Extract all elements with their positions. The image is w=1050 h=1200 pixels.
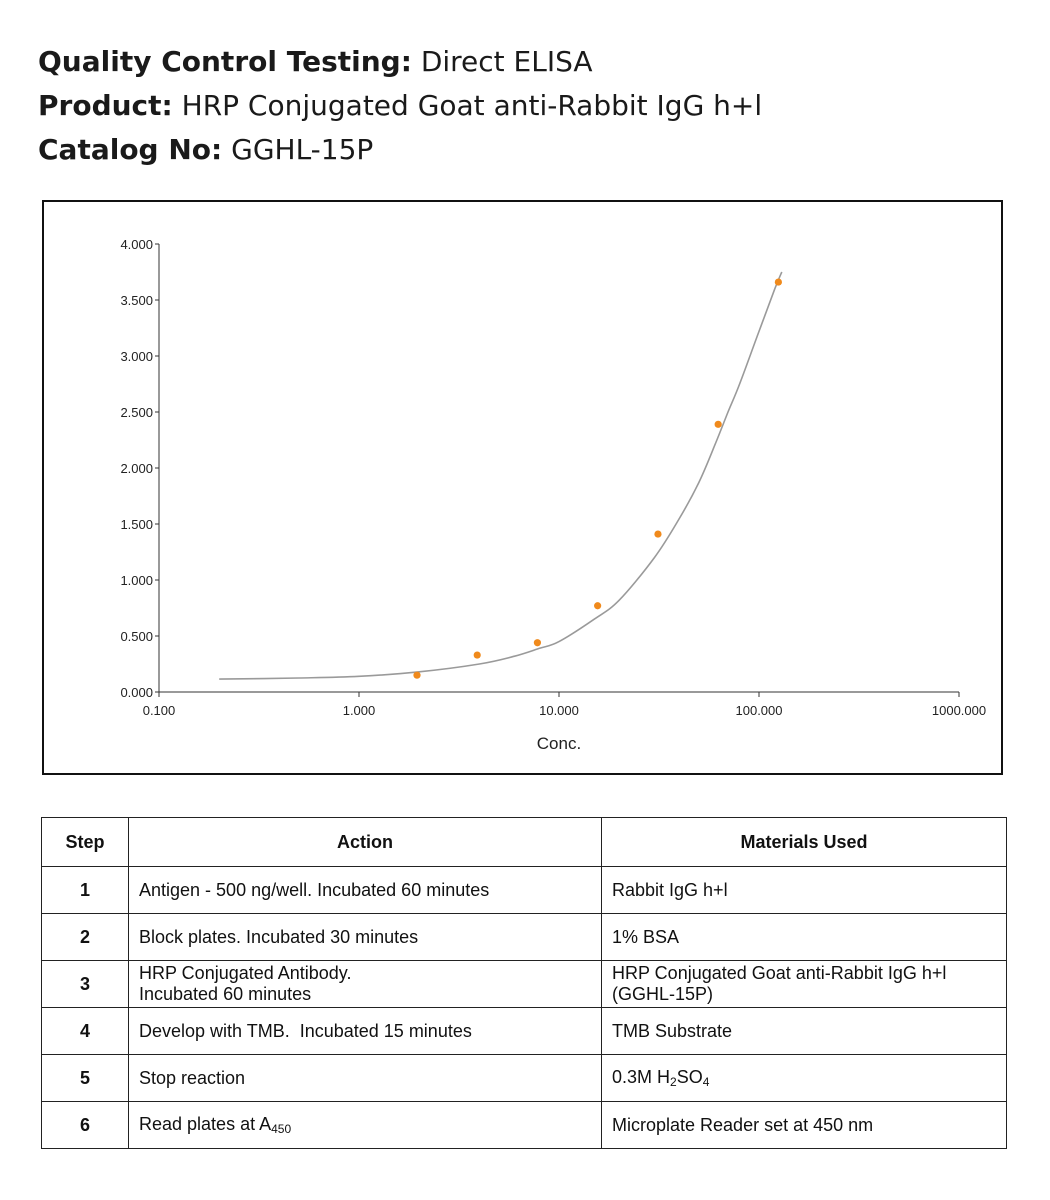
product-value: HRP Conjugated Goat anti-Rabbit IgG h+l <box>181 89 763 122</box>
materials-text: Microplate Reader set at 450 nm <box>612 1114 874 1135</box>
elisa-chart: 0.000 0.500 1.000 1.500 2.000 2.500 3.000 3.500… <box>42 200 1003 775</box>
x-tick-label: 1.000 <box>343 703 376 718</box>
table-header-row: Step Action Materials Used <box>41 817 1007 867</box>
materials-text: TMB Substrate <box>612 1020 733 1041</box>
document-header: Quality Control Testing: Direct ELISA Pr… <box>38 40 762 172</box>
x-axis-label: Conc. <box>537 734 581 753</box>
step-number: 2 <box>41 913 129 961</box>
materials-text: Rabbit IgG h+l <box>612 879 728 900</box>
step-action: Antigen - 500 ng/well. Incubated 60 minu… <box>128 866 602 914</box>
step-materials: Microplate Reader set at 450 nm <box>601 1101 1007 1149</box>
data-point <box>654 530 662 538</box>
table-row: 4 Develop with TMB. Incubated 15 minutes… <box>41 1007 1007 1055</box>
y-tick-label: 3.000 <box>120 349 153 364</box>
action-text: Read plates at A <box>139 1113 272 1134</box>
x-tick-label: 100.000 <box>736 703 783 718</box>
step-action: Develop with TMB. Incubated 15 minutes <box>128 1007 602 1055</box>
y-tick-label: 0.000 <box>120 685 153 700</box>
chart-svg: 0.000 0.500 1.000 1.500 2.000 2.500 3.000 3.500… <box>120 237 986 753</box>
data-point <box>594 602 602 610</box>
protocol-table: Step Action Materials Used 1 Antigen - 5… <box>41 817 1007 1149</box>
qc-testing-line: Quality Control Testing: Direct ELISA <box>38 40 762 84</box>
catalog-label: Catalog No: <box>38 133 223 166</box>
materials-text: SO <box>676 1066 703 1087</box>
table-row: 2 Block plates. Incubated 30 minutes 1% … <box>41 913 1007 961</box>
step-materials: Rabbit IgG h+l <box>601 866 1007 914</box>
x-tick-label: 0.100 <box>143 703 176 718</box>
header-step: Step <box>41 817 129 867</box>
action-text: HRP Conjugated Antibody. <box>139 963 352 983</box>
x-tick-label: 10.000 <box>539 703 579 718</box>
data-point <box>533 639 542 647</box>
catalog-value: GGHL-15P <box>231 133 374 166</box>
step-materials: TMB Substrate <box>601 1007 1007 1055</box>
product-label: Product: <box>38 89 173 122</box>
step-action: Block plates. Incubated 30 minutes <box>128 913 602 961</box>
header-materials: Materials Used <box>601 817 1007 867</box>
step-number: 1 <box>41 866 129 914</box>
x-tick-label: 1000.000 <box>932 703 986 718</box>
y-tick-label: 4.000 <box>120 237 153 252</box>
data-point <box>473 651 481 659</box>
action-text: Block plates. Incubated 30 minutes <box>139 926 419 947</box>
catalog-line: Catalog No: GGHL-15P <box>38 128 762 172</box>
table-row: 3 HRP Conjugated Antibody. Incubated 60 m… <box>41 960 1007 1008</box>
materials-text: HRP Conjugated Goat anti-Rabbit IgG h+l <box>612 963 947 983</box>
y-tick-label: 2.500 <box>120 405 153 420</box>
step-action: Stop reaction <box>128 1054 602 1102</box>
step-materials: 0.3M H2SO4 <box>601 1054 1007 1102</box>
data-point <box>714 420 722 428</box>
step-number: 4 <box>41 1007 129 1055</box>
subscript: 450 <box>271 1121 292 1136</box>
y-tick-label: 0.500 <box>120 629 153 644</box>
y-tick-label: 1.000 <box>120 573 153 588</box>
materials-text: 0.3M H <box>612 1066 671 1087</box>
step-number: 3 <box>41 960 129 1008</box>
table-row: 5 Stop reaction 0.3M H2SO4 <box>41 1054 1007 1102</box>
qc-testing-value: Direct ELISA <box>420 45 593 78</box>
table-row: 1 Antigen - 500 ng/well. Incubated 60 mi… <box>41 866 1007 914</box>
materials-text: 1% BSA <box>612 926 680 947</box>
step-action: Read plates at A450 <box>128 1101 602 1149</box>
subscript: 4 <box>702 1074 710 1089</box>
table-row: 6 Read plates at A450 Microplate Reader … <box>41 1101 1007 1149</box>
y-tick-label: 2.000 <box>120 461 153 476</box>
action-text: Incubated 60 minutes <box>139 984 312 1004</box>
data-point <box>774 278 782 286</box>
data-point <box>413 671 421 679</box>
subscript: 2 <box>670 1074 677 1089</box>
y-tick-label: 3.500 <box>120 293 153 308</box>
action-text: Antigen - 500 ng/well. Incubated 60 minu… <box>139 879 490 900</box>
header-action: Action <box>128 817 602 867</box>
qc-testing-label: Quality Control Testing: <box>38 45 412 78</box>
step-number: 5 <box>41 1054 129 1102</box>
step-materials: HRP Conjugated Goat anti-Rabbit IgG h+l(… <box>601 960 1007 1008</box>
fit-curve-line <box>219 271 783 680</box>
step-materials: 1% BSA <box>601 913 1007 961</box>
step-number: 6 <box>41 1101 129 1149</box>
action-text: Stop reaction <box>139 1067 246 1088</box>
product-line: Product: HRP Conjugated Goat anti-Rabbit… <box>38 84 762 128</box>
action-text: Develop with TMB. Incubated 15 minutes <box>139 1020 472 1041</box>
step-action: HRP Conjugated Antibody. Incubated 60 min… <box>128 960 602 1008</box>
materials-text: (GGHL-15P) <box>612 984 714 1004</box>
y-tick-label: 1.500 <box>120 517 153 532</box>
